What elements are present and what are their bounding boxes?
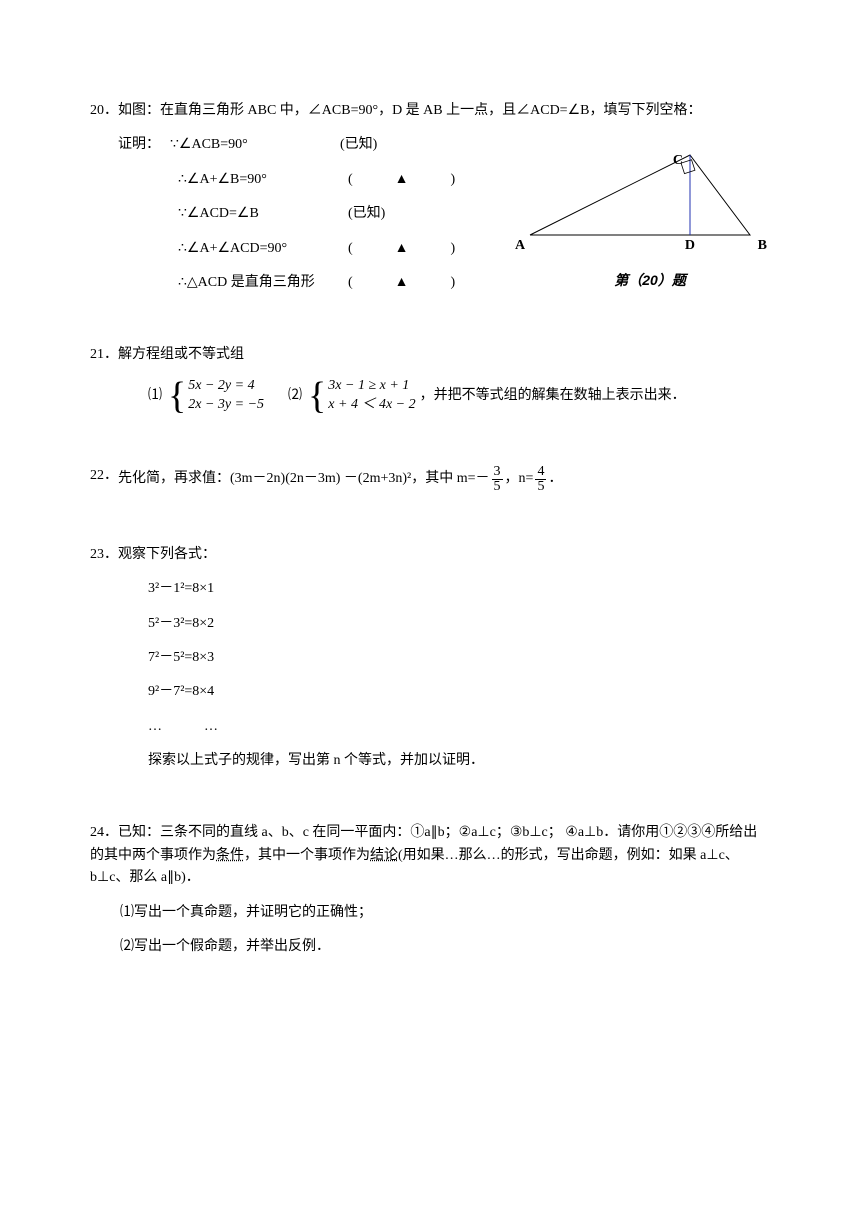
pattern-2: 5²－3²=8×2 [118,613,770,635]
sys1-line1: 5x − 2y = 4 [188,377,264,396]
proof-reason-2: ( ▲ ) [348,169,455,191]
cond-word: 条件 [216,848,244,863]
problem-24: 24． 已知：三条不同的直线 a、b、c 在同一平面内：①a∥b；②a⊥c；③b… [90,822,770,958]
problem-23: 23． 观察下列各式： 3²－1²=8×1 5²－3²=8×2 7²－5²=8×… [90,544,770,773]
proof-line-5: ∴△ACD 是直角三角形 [178,272,338,294]
fraction-1: 3 5 [492,465,503,494]
tail-text: ，并把不等式组的解集在数轴上表示出来． [420,385,686,407]
proof-block: C A B D 第（20）题 证明： ∵∠ACB=90° (已知) ∴∠A+∠B [118,134,770,294]
sys2-line1: 3x − 1 ≥ x + 1 [328,377,415,396]
problem-22: 22． 先化简，再求值：(3m－2n)(2n－3m) －(2m+3n)²，其中 … [90,465,770,494]
proof-reason-1: (已知) [340,134,377,156]
sys1-line2: 2x − 3y = −5 [188,396,264,415]
problem-number: 20． [90,100,118,122]
problem-stem: 观察下列各式： [118,547,216,562]
proof-reason-5: ( ▲ ) [348,272,455,294]
system-1: { 5x − 2y = 4 2x − 3y = −5 [168,377,264,415]
page-root: 20． 如图：在直角三角形 ABC 中，∠ACB=90°，D 是 AB 上一点，… [0,0,860,1068]
system-2: { 3x − 1 ≥ x + 1 x + 4 ＜ 4x − 2 [308,377,416,415]
vertex-d: D [685,235,695,257]
stem-mid1: ，其中一个事项作为 [244,848,370,863]
figure-caption: 第（20）题 [520,269,780,291]
problem-stem: 解方程组或不等式组 [118,347,244,362]
vertex-a: A [515,235,525,257]
sub-label-2: ⑵ [288,385,302,407]
problem-number: 23． [90,544,118,566]
problem-number: 21． [90,344,118,366]
pattern-1: 3²－1²=8×1 [118,578,770,600]
proof-reason-3: (已知) [348,203,385,225]
problem-number: 22． [90,465,118,487]
stem-post: ． [548,468,562,490]
pattern-dots: … … [118,716,770,738]
stem-mid: ，n= [505,468,534,490]
problem-21: 21． 解方程组或不等式组 ⑴ { 5x − 2y = 4 2x − 3y = … [90,344,770,414]
proof-line-1: ∵∠ACB=90° [170,134,330,156]
sub-q2: ⑵写出一个假命题，并举出反例． [90,936,770,958]
proof-line-2: ∴∠A+∠B=90° [178,169,338,191]
conc-word: 结论 [370,848,398,863]
pattern-4: 9²－7²=8×4 [118,681,770,703]
problem-20: 20． 如图：在直角三角形 ABC 中，∠ACB=90°，D 是 AB 上一点，… [90,100,770,294]
equation-row: ⑴ { 5x − 2y = 4 2x − 3y = −5 ⑵ { 3x − 1 … [118,377,770,415]
proof-line-3: ∵∠ACD=∠B [178,203,338,225]
stem-pre: 先化简，再求值：(3m－2n)(2n－3m) －(2m+3n)²，其中 m=－ [118,468,490,490]
pattern-tail: 探索以上式子的规律，写出第 n 个等式，并加以证明． [118,750,770,772]
proof-line-4: ∴∠A+∠ACD=90° [178,238,338,260]
fraction-2: 4 5 [535,465,546,494]
problem-stem: 如图：在直角三角形 ABC 中，∠ACB=90°，D 是 AB 上一点，且∠AC… [118,103,701,118]
proof-label: 证明： [118,134,160,156]
vertex-b: B [758,235,767,257]
vertex-c: C [673,150,683,172]
sys2-line2: x + 4 ＜ 4x − 2 [328,396,415,415]
sub-q1: ⑴写出一个真命题，并证明它的正确性； [90,902,770,924]
triangle-figure: C A B D 第（20）题 [520,140,780,291]
proof-reason-4: ( ▲ ) [348,238,455,260]
sub-label-1: ⑴ [148,385,162,407]
pattern-3: 7²－5²=8×3 [118,647,770,669]
